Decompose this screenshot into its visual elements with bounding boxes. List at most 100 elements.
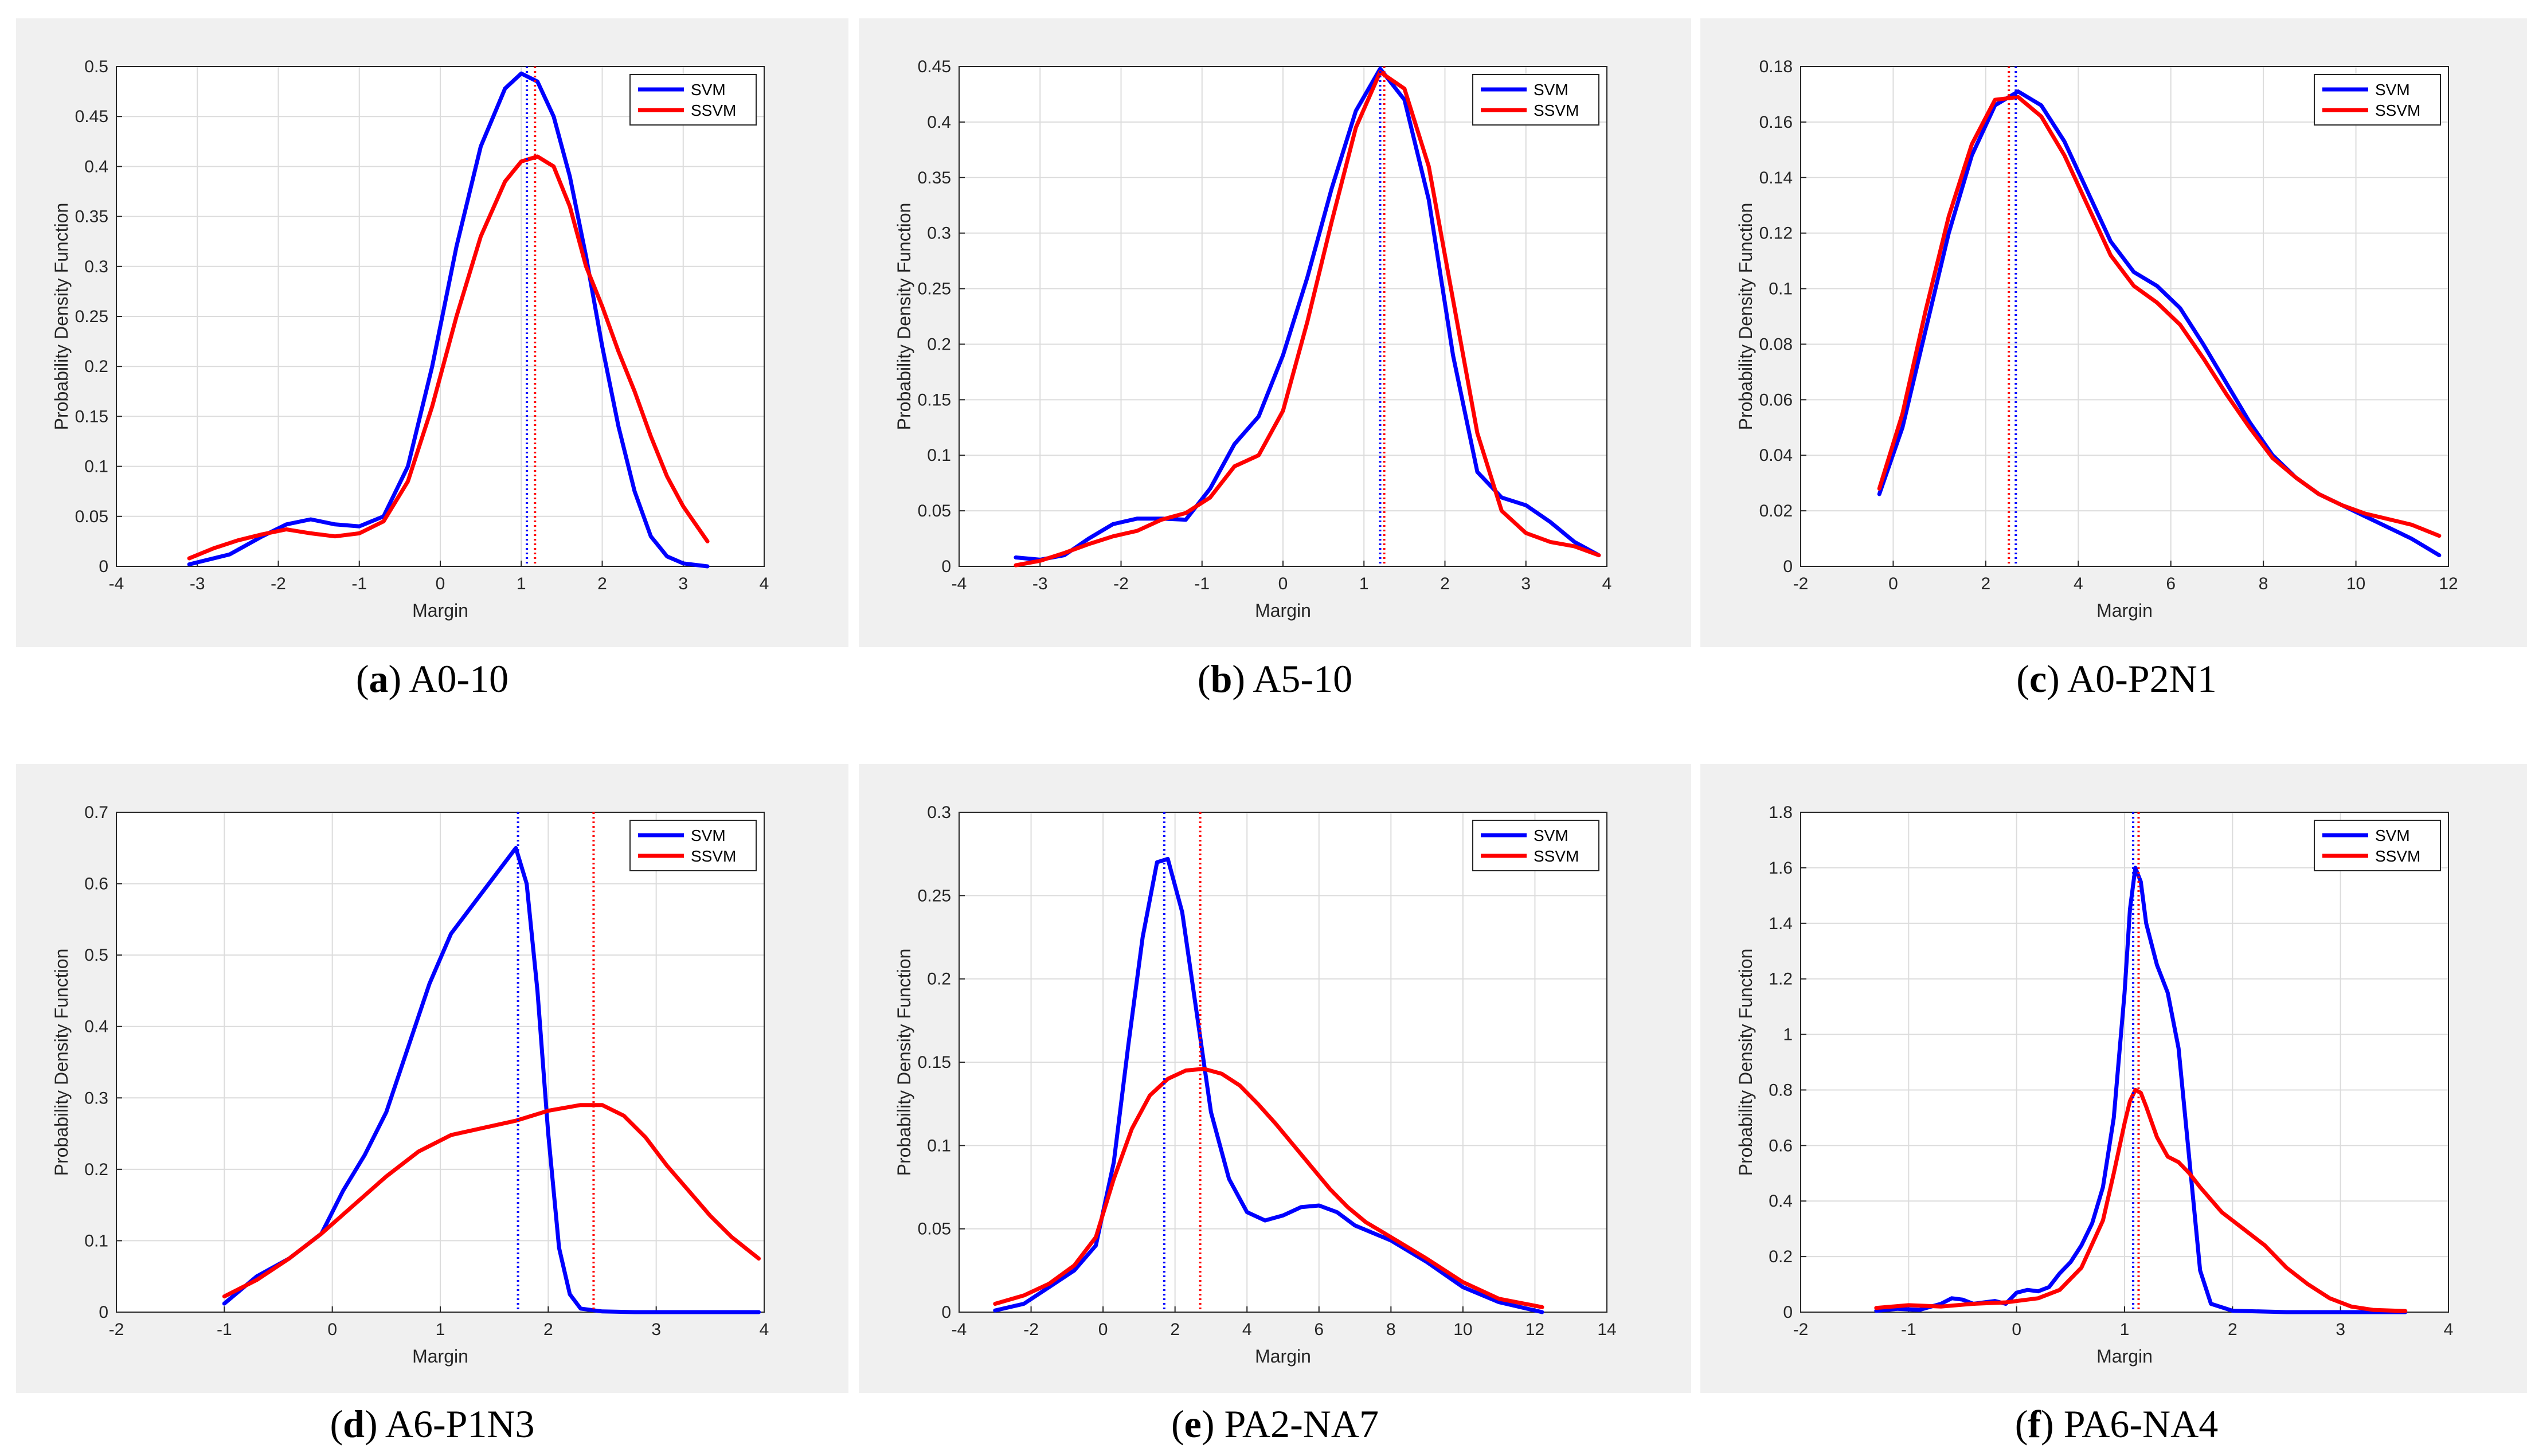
panel-caption: (e) PA2-NA7 <box>859 1402 1691 1447</box>
x-axis-label: Margin <box>412 1346 468 1367</box>
x-tick-label: 3 <box>2336 1320 2345 1339</box>
y-tick-label: 0.1 <box>927 446 951 465</box>
x-tick-label: 4 <box>1242 1320 1252 1339</box>
y-tick-label: 0.2 <box>927 335 951 354</box>
series-line-ssvm <box>1874 1087 2408 1313</box>
x-tick-label: 3 <box>678 574 688 593</box>
x-tick-label: 2 <box>2228 1320 2237 1339</box>
axes-box <box>959 812 1607 1313</box>
series-line-ssvm <box>1877 95 2442 538</box>
y-tick-label: 0 <box>1783 1303 1793 1322</box>
panel-caption: (c) A0-P2N1 <box>1700 656 2527 702</box>
x-tick-label: 4 <box>760 1320 769 1339</box>
legend-label-svm: SVM <box>1534 827 1568 844</box>
x-tick-label: -2 <box>1793 574 1809 593</box>
x-tick-label: 1 <box>1359 574 1369 593</box>
caption-letter: f <box>2028 1402 2041 1446</box>
panel-caption: (a) A0-10 <box>16 656 848 702</box>
panel-caption: (b) A5-10 <box>859 656 1691 702</box>
caption-paren-open: ( <box>1171 1402 1184 1446</box>
x-tick-label: 8 <box>1386 1320 1396 1339</box>
series-line-ssvm <box>1014 70 1601 567</box>
chart-panel-a: -4 -3 -2 -1 0 1 2 3 4 0 0.05 0.1 0.15 0.2 0.25 0.3 0.35 0… <box>16 18 848 647</box>
axes-box <box>1800 812 2449 1313</box>
legend-label-ssvm: SSVM <box>2375 847 2420 865</box>
x-tick-label: 1 <box>436 1320 445 1339</box>
y-tick-label: 0.4 <box>927 113 951 132</box>
y-tick-label: 0 <box>99 1303 108 1322</box>
chart-panel-b: -4 -3 -2 -1 0 1 2 3 4 0 0.05 0.1 0.15 0.2 0.25 0.3 0.35 0… <box>859 18 1691 647</box>
x-tick-label: -2 <box>1023 1320 1039 1339</box>
x-tick-label: 4 <box>1602 574 1612 593</box>
caption-letter: e <box>1184 1402 1202 1446</box>
y-tick-label: 0 <box>1783 557 1793 576</box>
x-axis-label: Margin <box>412 600 468 621</box>
y-tick-label: 0 <box>941 1303 951 1322</box>
caption-letter: b <box>1210 657 1233 700</box>
x-tick-label: 6 <box>1314 1320 1324 1339</box>
y-tick-label: 0.6 <box>1769 1136 1793 1155</box>
y-axis-label: Probability Density Function <box>894 203 914 430</box>
x-tick-label: -1 <box>1194 574 1210 593</box>
x-tick-label: -3 <box>1032 574 1048 593</box>
y-tick-label: 0.5 <box>84 57 108 76</box>
y-tick-label: 0.3 <box>84 1089 108 1107</box>
y-tick-label: 0.12 <box>1759 224 1793 243</box>
series-line-ssvm <box>222 1103 761 1299</box>
x-tick-label: -2 <box>1113 574 1129 593</box>
chart-svg: -2 -1 0 1 2 3 4 0 0.2 0.4 0.6 0.8 1 1.2 1.4 1.6 1.8 Margi… <box>1735 803 2453 1367</box>
x-tick-label: -4 <box>952 574 967 593</box>
legend: SVM SSVM <box>2314 820 2441 871</box>
caption-paren-open: ( <box>2014 1402 2028 1446</box>
chart-svg: -2 0 2 4 6 8 10 1200.020.040.060.080.10.120.140… <box>1735 57 2458 621</box>
axes-box <box>959 66 1607 567</box>
x-tick-label: 2 <box>543 1320 553 1339</box>
panel-caption: (f) PA6-NA4 <box>1700 1402 2527 1447</box>
y-tick-label: 0.18 <box>1759 57 1793 76</box>
y-tick-label: 0.3 <box>84 257 108 276</box>
x-tick-label: 2 <box>1440 574 1450 593</box>
x-tick-label: -3 <box>190 574 205 593</box>
x-axis-label: Margin <box>2096 600 2153 621</box>
y-tick-label: 0.1 <box>84 457 108 476</box>
y-tick-label: 0.06 <box>1759 390 1793 409</box>
y-tick-label: 0.5 <box>84 946 108 965</box>
series-line-svm <box>187 71 710 569</box>
caption-paren-open: ( <box>355 657 369 700</box>
legend-box <box>1472 74 1599 126</box>
x-tick-label: 0 <box>1098 1320 1108 1339</box>
legend-label-svm: SVM <box>691 827 726 844</box>
legend-label-svm: SVM <box>2375 81 2410 99</box>
y-tick-label: 0.3 <box>927 224 951 243</box>
caption-paren-open: ( <box>330 1402 343 1446</box>
legend-label-svm: SVM <box>691 81 726 99</box>
x-tick-label: 0 <box>1888 574 1898 593</box>
x-tick-label: -1 <box>351 574 367 593</box>
y-tick-label: 0.08 <box>1759 335 1793 354</box>
y-tick-label: 0.1 <box>84 1231 108 1250</box>
caption-name: A5-10 <box>1253 657 1353 700</box>
legend-box <box>1472 820 1599 871</box>
y-tick-label: 0.2 <box>84 357 108 376</box>
legend-label-svm: SVM <box>2375 827 2410 844</box>
caption-name: A6-P1N3 <box>385 1402 535 1446</box>
x-tick-label: 1 <box>2120 1320 2130 1339</box>
x-tick-label: 2 <box>1981 574 1991 593</box>
caption-name: PA2-NA7 <box>1224 1402 1379 1446</box>
caption-letter: c <box>2029 657 2047 700</box>
legend: SVM SSVM <box>629 820 757 871</box>
y-tick-label: 0.6 <box>84 875 108 894</box>
legend: SVM SSVM <box>1472 820 1599 871</box>
caption-paren-open: ( <box>2016 657 2029 700</box>
x-tick-label: -1 <box>1901 1320 1916 1339</box>
legend: SVM SSVM <box>1472 74 1599 126</box>
y-tick-label: 0.4 <box>84 157 108 176</box>
y-tick-label: 0.15 <box>918 1053 951 1072</box>
caption-name: A0-P2N1 <box>2067 657 2217 700</box>
caption-paren-close: ) <box>1201 1402 1225 1446</box>
y-tick-label: 0.25 <box>75 307 108 326</box>
chart-svg: -4 -3 -2 -1 0 1 2 3 4 0 0.05 0.1 0.15 0.2 0.25 0.3 0.35 0… <box>894 57 1612 621</box>
legend-label-ssvm: SSVM <box>1534 101 1579 119</box>
y-axis-label: Probability Density Function <box>1735 203 1756 430</box>
y-axis-label: Probability Density Function <box>894 949 914 1176</box>
